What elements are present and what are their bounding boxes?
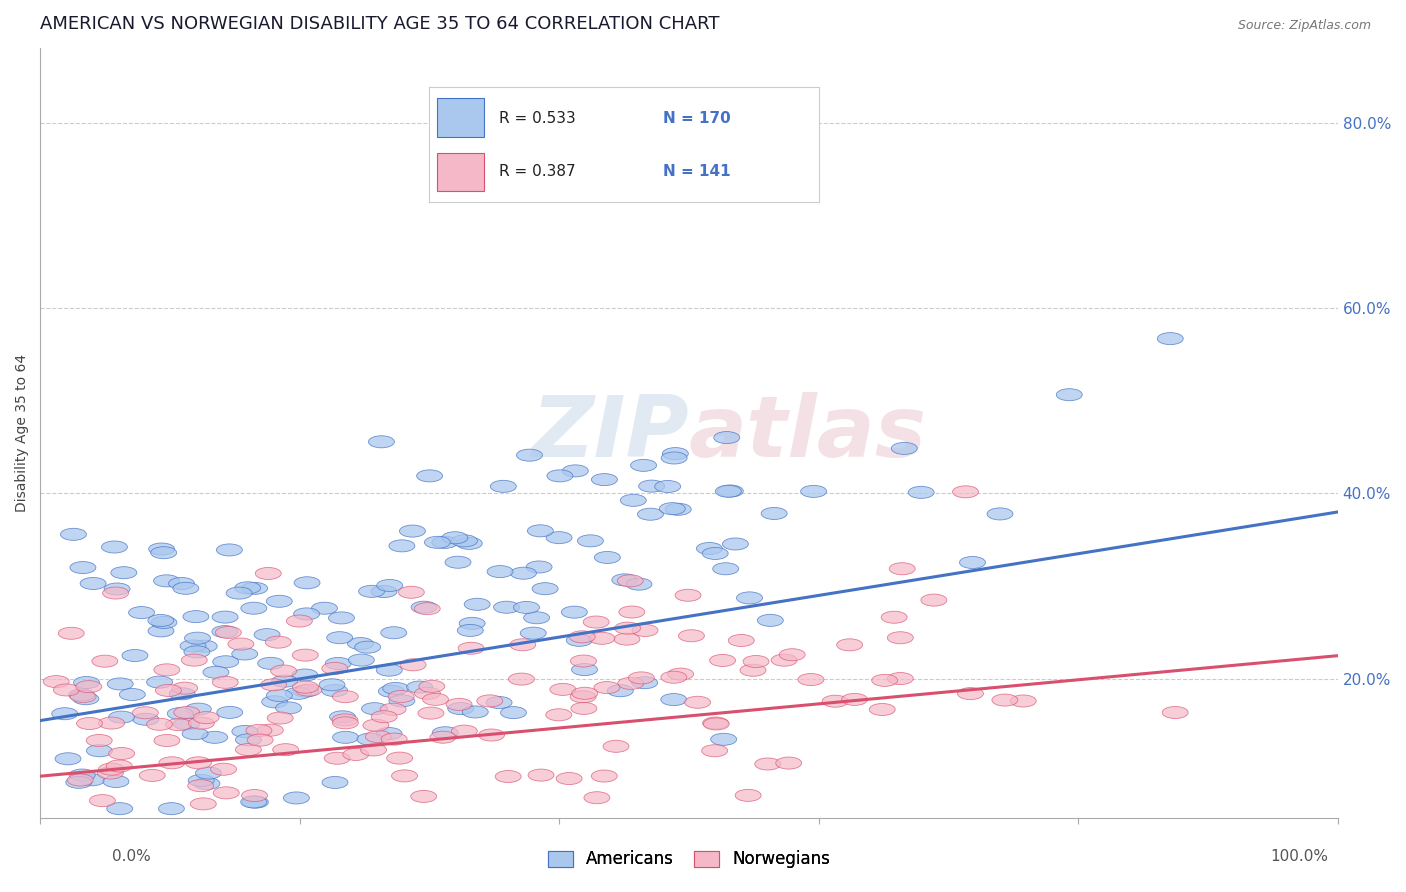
Text: 0.0%: 0.0% (112, 849, 152, 863)
Y-axis label: Disability Age 35 to 64: Disability Age 35 to 64 (15, 354, 30, 512)
Legend: Americans, Norwegians: Americans, Norwegians (541, 844, 837, 875)
Text: Source: ZipAtlas.com: Source: ZipAtlas.com (1237, 19, 1371, 31)
Text: atlas: atlas (689, 392, 927, 475)
Text: AMERICAN VS NORWEGIAN DISABILITY AGE 35 TO 64 CORRELATION CHART: AMERICAN VS NORWEGIAN DISABILITY AGE 35 … (41, 15, 720, 33)
Text: 100.0%: 100.0% (1271, 849, 1329, 863)
Text: ZIP: ZIP (531, 392, 689, 475)
